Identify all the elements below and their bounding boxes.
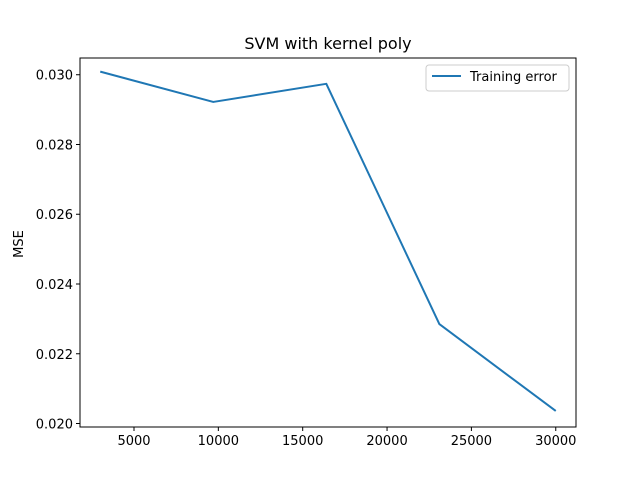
y-axis-label: MSE (12, 230, 27, 258)
x-tick-label: 15000 (282, 434, 323, 449)
data-point (326, 83, 328, 85)
y-tick-label: 0.030 (36, 69, 73, 84)
x-tick-label: 10000 (198, 434, 239, 449)
x-tick-label: 25000 (451, 434, 492, 449)
x-tick-label: 5000 (117, 434, 150, 449)
x-tick-label: 30000 (535, 434, 576, 449)
x-tick-label: 20000 (366, 434, 407, 449)
data-point (99, 71, 101, 73)
data-point (439, 323, 441, 325)
legend-label-training-error: Training error (469, 70, 558, 85)
y-tick-label: 0.026 (36, 208, 73, 223)
y-tick-label: 0.028 (36, 138, 73, 153)
data-point (212, 101, 214, 103)
y-tick-label: 0.020 (36, 418, 73, 433)
legend: Training error (425, 64, 570, 92)
series-line-training-error (99, 70, 557, 412)
y-tick-label: 0.024 (36, 278, 73, 293)
y-tick-label: 0.022 (36, 348, 73, 363)
legend-box (425, 64, 570, 92)
data-point (555, 410, 557, 412)
chart-title: SVM with kernel poly (244, 34, 411, 53)
axes-frame (79, 57, 577, 428)
plot-area: 5000 10000 15000 20000 25000 30000 0.020 0.022 0… (36, 57, 577, 449)
